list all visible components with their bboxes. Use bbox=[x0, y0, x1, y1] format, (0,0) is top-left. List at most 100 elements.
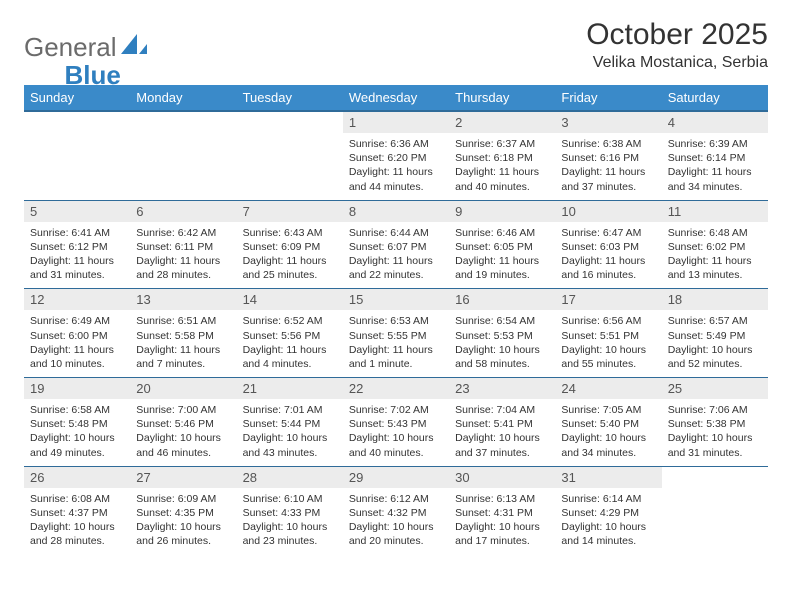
calendar-day-cell: 23Sunrise: 7:04 AMSunset: 5:41 PMDayligh… bbox=[449, 378, 555, 467]
day-detail: Sunrise: 6:09 AMSunset: 4:35 PMDaylight:… bbox=[130, 488, 236, 555]
header: General Blue October 2025 Velika Mostani… bbox=[24, 18, 768, 77]
day-detail: Sunrise: 6:14 AMSunset: 4:29 PMDaylight:… bbox=[555, 488, 661, 555]
calendar-empty-cell bbox=[130, 111, 236, 200]
day-number: 1 bbox=[343, 112, 449, 133]
calendar-day-cell: 28Sunrise: 6:10 AMSunset: 4:33 PMDayligh… bbox=[237, 466, 343, 554]
calendar-day-cell: 18Sunrise: 6:57 AMSunset: 5:49 PMDayligh… bbox=[662, 289, 768, 378]
calendar-day-cell: 16Sunrise: 6:54 AMSunset: 5:53 PMDayligh… bbox=[449, 289, 555, 378]
day-detail: Sunrise: 7:06 AMSunset: 5:38 PMDaylight:… bbox=[662, 399, 768, 466]
day-detail: Sunrise: 6:41 AMSunset: 6:12 PMDaylight:… bbox=[24, 222, 130, 289]
day-detail: Sunrise: 6:08 AMSunset: 4:37 PMDaylight:… bbox=[24, 488, 130, 555]
day-detail: Sunrise: 6:58 AMSunset: 5:48 PMDaylight:… bbox=[24, 399, 130, 466]
day-number: 7 bbox=[237, 201, 343, 222]
calendar-day-cell: 11Sunrise: 6:48 AMSunset: 6:02 PMDayligh… bbox=[662, 200, 768, 289]
calendar-day-cell: 19Sunrise: 6:58 AMSunset: 5:48 PMDayligh… bbox=[24, 378, 130, 467]
calendar-day-cell: 17Sunrise: 6:56 AMSunset: 5:51 PMDayligh… bbox=[555, 289, 661, 378]
day-number: 19 bbox=[24, 378, 130, 399]
calendar-day-cell: 9Sunrise: 6:46 AMSunset: 6:05 PMDaylight… bbox=[449, 200, 555, 289]
calendar-empty-cell bbox=[237, 111, 343, 200]
day-detail: Sunrise: 6:36 AMSunset: 6:20 PMDaylight:… bbox=[343, 133, 449, 200]
day-detail: Sunrise: 6:12 AMSunset: 4:32 PMDaylight:… bbox=[343, 488, 449, 555]
day-number: 24 bbox=[555, 378, 661, 399]
calendar-day-cell: 7Sunrise: 6:43 AMSunset: 6:09 PMDaylight… bbox=[237, 200, 343, 289]
day-number: 10 bbox=[555, 201, 661, 222]
calendar-table: SundayMondayTuesdayWednesdayThursdayFrid… bbox=[24, 85, 768, 554]
day-detail: Sunrise: 6:53 AMSunset: 5:55 PMDaylight:… bbox=[343, 310, 449, 377]
day-detail: Sunrise: 6:48 AMSunset: 6:02 PMDaylight:… bbox=[662, 222, 768, 289]
day-number: 26 bbox=[24, 467, 130, 488]
day-detail: Sunrise: 6:56 AMSunset: 5:51 PMDaylight:… bbox=[555, 310, 661, 377]
day-detail: Sunrise: 6:49 AMSunset: 6:00 PMDaylight:… bbox=[24, 310, 130, 377]
calendar-body: 1Sunrise: 6:36 AMSunset: 6:20 PMDaylight… bbox=[24, 111, 768, 554]
day-detail: Sunrise: 6:46 AMSunset: 6:05 PMDaylight:… bbox=[449, 222, 555, 289]
day-number: 25 bbox=[662, 378, 768, 399]
day-detail: Sunrise: 6:47 AMSunset: 6:03 PMDaylight:… bbox=[555, 222, 661, 289]
logo: General Blue bbox=[24, 18, 121, 77]
calendar-day-cell: 21Sunrise: 7:01 AMSunset: 5:44 PMDayligh… bbox=[237, 378, 343, 467]
calendar-day-cell: 13Sunrise: 6:51 AMSunset: 5:58 PMDayligh… bbox=[130, 289, 236, 378]
day-detail: Sunrise: 6:57 AMSunset: 5:49 PMDaylight:… bbox=[662, 310, 768, 377]
day-detail: Sunrise: 6:38 AMSunset: 6:16 PMDaylight:… bbox=[555, 133, 661, 200]
calendar-day-cell: 15Sunrise: 6:53 AMSunset: 5:55 PMDayligh… bbox=[343, 289, 449, 378]
day-detail: Sunrise: 6:43 AMSunset: 6:09 PMDaylight:… bbox=[237, 222, 343, 289]
day-number: 31 bbox=[555, 467, 661, 488]
day-number: 4 bbox=[662, 112, 768, 133]
day-number: 8 bbox=[343, 201, 449, 222]
logo-word-blue: Blue bbox=[65, 60, 121, 91]
calendar-day-cell: 8Sunrise: 6:44 AMSunset: 6:07 PMDaylight… bbox=[343, 200, 449, 289]
calendar-day-cell: 5Sunrise: 6:41 AMSunset: 6:12 PMDaylight… bbox=[24, 200, 130, 289]
day-number: 13 bbox=[130, 289, 236, 310]
weekday-header: Friday bbox=[555, 85, 661, 111]
calendar-day-cell: 26Sunrise: 6:08 AMSunset: 4:37 PMDayligh… bbox=[24, 466, 130, 554]
day-detail: Sunrise: 7:01 AMSunset: 5:44 PMDaylight:… bbox=[237, 399, 343, 466]
calendar-day-cell: 10Sunrise: 6:47 AMSunset: 6:03 PMDayligh… bbox=[555, 200, 661, 289]
calendar-day-cell: 2Sunrise: 6:37 AMSunset: 6:18 PMDaylight… bbox=[449, 111, 555, 200]
calendar-day-cell: 27Sunrise: 6:09 AMSunset: 4:35 PMDayligh… bbox=[130, 466, 236, 554]
day-number: 2 bbox=[449, 112, 555, 133]
day-number: 11 bbox=[662, 201, 768, 222]
day-detail: Sunrise: 6:54 AMSunset: 5:53 PMDaylight:… bbox=[449, 310, 555, 377]
day-number: 12 bbox=[24, 289, 130, 310]
location-text: Velika Mostanica, Serbia bbox=[586, 54, 768, 72]
day-detail: Sunrise: 7:00 AMSunset: 5:46 PMDaylight:… bbox=[130, 399, 236, 466]
day-detail: Sunrise: 7:05 AMSunset: 5:40 PMDaylight:… bbox=[555, 399, 661, 466]
day-number: 21 bbox=[237, 378, 343, 399]
day-detail: Sunrise: 6:42 AMSunset: 6:11 PMDaylight:… bbox=[130, 222, 236, 289]
calendar-week-row: 19Sunrise: 6:58 AMSunset: 5:48 PMDayligh… bbox=[24, 378, 768, 467]
day-number: 18 bbox=[662, 289, 768, 310]
day-number: 22 bbox=[343, 378, 449, 399]
calendar-day-cell: 20Sunrise: 7:00 AMSunset: 5:46 PMDayligh… bbox=[130, 378, 236, 467]
day-number: 30 bbox=[449, 467, 555, 488]
day-number: 29 bbox=[343, 467, 449, 488]
calendar-week-row: 26Sunrise: 6:08 AMSunset: 4:37 PMDayligh… bbox=[24, 466, 768, 554]
calendar-week-row: 5Sunrise: 6:41 AMSunset: 6:12 PMDaylight… bbox=[24, 200, 768, 289]
day-number: 27 bbox=[130, 467, 236, 488]
calendar-day-cell: 30Sunrise: 6:13 AMSunset: 4:31 PMDayligh… bbox=[449, 466, 555, 554]
day-number: 23 bbox=[449, 378, 555, 399]
calendar-day-cell: 4Sunrise: 6:39 AMSunset: 6:14 PMDaylight… bbox=[662, 111, 768, 200]
calendar-week-row: 12Sunrise: 6:49 AMSunset: 6:00 PMDayligh… bbox=[24, 289, 768, 378]
calendar-day-cell: 14Sunrise: 6:52 AMSunset: 5:56 PMDayligh… bbox=[237, 289, 343, 378]
day-detail: Sunrise: 6:52 AMSunset: 5:56 PMDaylight:… bbox=[237, 310, 343, 377]
weekday-header: Thursday bbox=[449, 85, 555, 111]
calendar-empty-cell bbox=[24, 111, 130, 200]
day-number: 16 bbox=[449, 289, 555, 310]
calendar-day-cell: 6Sunrise: 6:42 AMSunset: 6:11 PMDaylight… bbox=[130, 200, 236, 289]
logo-sail-icon bbox=[121, 34, 147, 61]
weekday-header: Saturday bbox=[662, 85, 768, 111]
weekday-header: Monday bbox=[130, 85, 236, 111]
calendar-day-cell: 29Sunrise: 6:12 AMSunset: 4:32 PMDayligh… bbox=[343, 466, 449, 554]
day-number: 3 bbox=[555, 112, 661, 133]
calendar-day-cell: 12Sunrise: 6:49 AMSunset: 6:00 PMDayligh… bbox=[24, 289, 130, 378]
day-number: 20 bbox=[130, 378, 236, 399]
calendar-day-cell: 25Sunrise: 7:06 AMSunset: 5:38 PMDayligh… bbox=[662, 378, 768, 467]
day-number: 6 bbox=[130, 201, 236, 222]
day-number: 9 bbox=[449, 201, 555, 222]
day-number: 28 bbox=[237, 467, 343, 488]
calendar-week-row: 1Sunrise: 6:36 AMSunset: 6:20 PMDaylight… bbox=[24, 111, 768, 200]
calendar-day-cell: 1Sunrise: 6:36 AMSunset: 6:20 PMDaylight… bbox=[343, 111, 449, 200]
day-detail: Sunrise: 6:51 AMSunset: 5:58 PMDaylight:… bbox=[130, 310, 236, 377]
weekday-header-row: SundayMondayTuesdayWednesdayThursdayFrid… bbox=[24, 85, 768, 111]
calendar-day-cell: 24Sunrise: 7:05 AMSunset: 5:40 PMDayligh… bbox=[555, 378, 661, 467]
day-detail: Sunrise: 6:10 AMSunset: 4:33 PMDaylight:… bbox=[237, 488, 343, 555]
